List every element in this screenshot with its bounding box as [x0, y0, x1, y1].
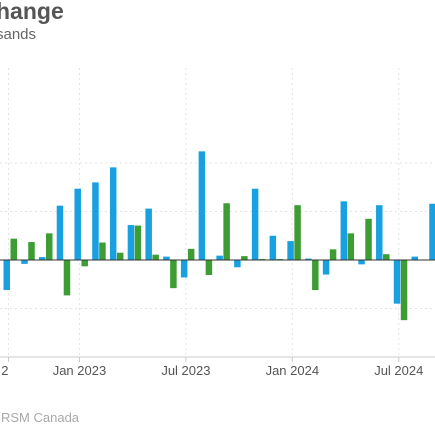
- bar-series-2: [152, 254, 159, 260]
- chart-title: hange: [0, 0, 64, 24]
- bar-series-2: [45, 233, 53, 260]
- bar-series-1: [56, 205, 64, 260]
- grid-layer: [0, 68, 435, 362]
- bar-series-1: [269, 235, 277, 260]
- bar-series-2: [116, 252, 124, 260]
- x-tick-label: Jul 2023: [161, 363, 210, 378]
- bar-series-1: [180, 260, 188, 278]
- bar-series-1: [429, 203, 435, 260]
- bar-series-1: [74, 188, 81, 260]
- bar-series-2: [365, 218, 372, 261]
- bar-series-2: [400, 260, 408, 321]
- bar-series-1: [322, 260, 330, 275]
- bar-series-2: [241, 256, 248, 260]
- bar-series-2: [170, 260, 177, 289]
- bar-series-2: [383, 254, 390, 260]
- source-note: RSM Canada: [1, 410, 80, 425]
- bar-series-1: [251, 188, 259, 260]
- x-axis-labels: 2 Jan 2023 Jul 2023 Jan 2024 Jul 2024: [1, 363, 423, 378]
- bar-series-1: [393, 260, 401, 304]
- bar-series-2: [205, 260, 213, 276]
- bar-series-2: [99, 242, 106, 260]
- bar-series-1: [38, 257, 46, 260]
- x-tick-label: 2: [1, 363, 8, 378]
- bar-series-2: [329, 249, 337, 260]
- chart-subtitle: sands: [0, 26, 37, 43]
- bar-series-1: [127, 225, 135, 260]
- bar-series-1: [145, 208, 152, 260]
- bar-series-2: [134, 225, 142, 260]
- x-tick-label: Jul 2024: [374, 363, 423, 378]
- bar-series-1: [216, 255, 223, 260]
- bar-series-1: [109, 167, 117, 260]
- bar-series-1: [21, 260, 28, 264]
- bar-series-1: [198, 151, 206, 260]
- bar-series-2: [187, 248, 195, 260]
- x-tick-label: Jan 2024: [266, 363, 320, 378]
- bar-series-2: [312, 260, 319, 291]
- bar-series-1: [287, 241, 294, 260]
- bar-series-1: [234, 260, 241, 268]
- bar-series-2: [28, 242, 35, 261]
- bar-layer: [3, 151, 435, 321]
- bar-series-1: [92, 182, 99, 260]
- bar-series-2: [294, 205, 301, 260]
- bar-series-1: [3, 260, 10, 291]
- bar-series-1: [305, 258, 312, 261]
- bar-series-2: [81, 260, 88, 267]
- bar-series-2: [223, 203, 230, 260]
- bar-series-1: [163, 256, 170, 261]
- bar-series-2: [10, 238, 17, 260]
- bar-series-1: [376, 205, 383, 260]
- bar-series-2: [347, 233, 355, 260]
- bar-series-2: [63, 260, 71, 296]
- x-tick-label: Jan 2023: [53, 363, 107, 378]
- bar-series-1: [411, 256, 419, 261]
- bar-series-1: [358, 260, 365, 265]
- bar-series-1: [340, 201, 348, 260]
